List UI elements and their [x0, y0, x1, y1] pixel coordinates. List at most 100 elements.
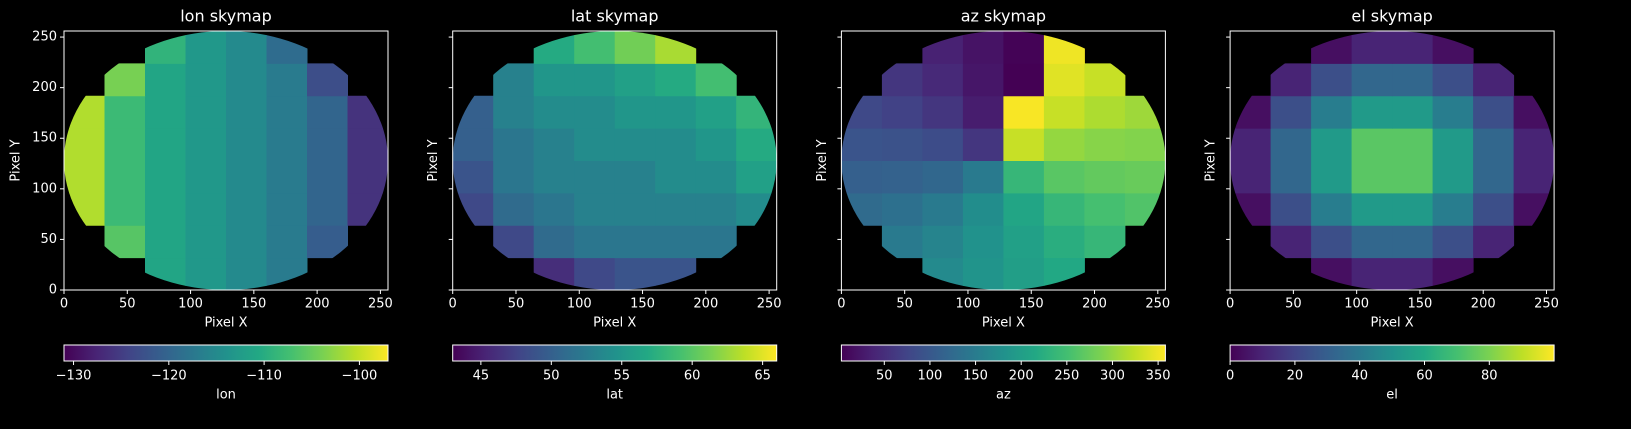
heatmap-cell: [1432, 225, 1474, 259]
heatmap-cell: [307, 225, 348, 259]
heatmap-cell: [1392, 160, 1434, 194]
x-tick-label: 200: [1471, 297, 1496, 312]
heatmap-cell: [226, 128, 267, 161]
heatmap-cell: [1084, 225, 1126, 259]
heatmap-cell: [533, 128, 575, 161]
heatmap-cell: [1003, 192, 1045, 226]
heatmap-cell: [307, 128, 348, 161]
heatmap-cell: [881, 192, 923, 226]
heatmap-cell: [347, 192, 388, 226]
heatmap-cell: [533, 95, 575, 129]
heatmap-cell: [266, 63, 308, 97]
axes-frame: [840, 30, 1166, 291]
heatmap-cell: [1311, 31, 1353, 64]
heatmap-cell: [145, 257, 186, 290]
heatmap-cell: [533, 192, 575, 226]
heatmap-cell: [1351, 257, 1393, 290]
heatmap-cell: [145, 160, 186, 194]
heatmap-cell: [1124, 128, 1166, 161]
heatmap-cell: [1043, 257, 1085, 290]
heatmap-cell: [574, 128, 616, 161]
heatmap-cell: [226, 31, 267, 64]
heatmap-cell: [881, 63, 923, 97]
heatmap-cell: [695, 128, 737, 161]
heatmap-cell: [493, 225, 535, 259]
colorbar-tick-label: −100: [342, 369, 378, 384]
heatmap-cell: [841, 95, 883, 129]
heatmap-cell: [1432, 192, 1474, 226]
heatmap-cell: [1513, 95, 1555, 129]
heatmap-cell: [1392, 128, 1434, 161]
heatmap-cell: [1084, 160, 1126, 194]
x-tick-label: 0: [837, 297, 845, 312]
heatmap-cell: [574, 63, 616, 97]
heatmap-cell: [493, 95, 535, 129]
colorbar-tick-label: 65: [754, 369, 771, 384]
x-tick-label: 50: [119, 297, 136, 312]
heatmap-cell: [1043, 160, 1085, 194]
heatmap-cell: [1392, 257, 1434, 290]
heatmap-cell: [226, 192, 267, 226]
heatmap-cell: [1432, 95, 1474, 129]
heatmap-cell: [695, 63, 737, 97]
heatmap-cell: [1311, 192, 1353, 226]
panel-title: el skymap: [1351, 7, 1432, 26]
heatmap-cell: [1351, 63, 1393, 97]
colorbar: [1229, 344, 1555, 362]
heatmap-cell: [1473, 63, 1515, 97]
colorbar-tick-label: 0: [1226, 369, 1234, 384]
heatmap-cell: [1432, 257, 1474, 290]
colorbar-tick-label: −110: [246, 369, 282, 384]
heatmap-cell: [1473, 160, 1515, 194]
heatmap-cell: [1392, 192, 1434, 226]
heatmap-cell: [1124, 192, 1166, 226]
heatmap-cell: [452, 192, 494, 226]
x-axis-label: Pixel X: [1371, 316, 1414, 331]
heatmap-cell: [962, 128, 1004, 161]
heatmap-cell: [1043, 31, 1085, 64]
heatmap-cell: [266, 192, 308, 226]
heatmap-cell: [1084, 63, 1126, 97]
heatmap-cell: [1003, 128, 1045, 161]
heatmap-cell: [1473, 128, 1515, 161]
heatmap-cell: [1351, 95, 1393, 129]
heatmap-cell: [104, 63, 146, 97]
heatmap-cell: [1003, 63, 1045, 97]
heatmap-cell: [307, 63, 348, 97]
x-tick-label: 150: [241, 297, 266, 312]
heatmap-cell: [64, 160, 105, 194]
x-tick-label: 200: [693, 297, 718, 312]
colorbar-label: lat: [606, 388, 623, 403]
heatmap-cell: [145, 31, 186, 64]
heatmap-cell: [1230, 128, 1272, 161]
colorbar-tick-label: 150: [963, 369, 988, 384]
heatmap-cell: [962, 31, 1004, 64]
heatmap-cell: [655, 95, 697, 129]
x-tick-label: 100: [567, 297, 592, 312]
heatmap-cell: [266, 128, 308, 161]
heatmap-cell: [1351, 128, 1393, 161]
heatmap-cell: [614, 192, 656, 226]
x-tick-label: 150: [1019, 297, 1044, 312]
x-tick-label: 50: [508, 297, 525, 312]
x-tick-label: 50: [896, 297, 913, 312]
heatmap-cell: [533, 225, 575, 259]
heatmap-cell: [1124, 95, 1166, 129]
colorbar-tick-label: 50: [543, 369, 560, 384]
heatmap-cell: [614, 95, 656, 129]
heatmap-cell: [1311, 128, 1353, 161]
heatmap-cell: [574, 257, 616, 290]
heatmap-cell: [104, 225, 146, 259]
heatmap-cell: [452, 128, 494, 161]
heatmap-cell: [922, 257, 964, 290]
heatmap-cell: [493, 160, 535, 194]
colorbar-tick-label: 60: [1416, 369, 1433, 384]
colorbar-label: az: [996, 388, 1011, 403]
colorbar-tick-label: −120: [151, 369, 187, 384]
heatmap-cell: [1043, 95, 1085, 129]
x-tick-label: 0: [449, 297, 457, 312]
heatmap-cell: [145, 95, 186, 129]
axes-frame: [1229, 30, 1555, 291]
heatmap-cell: [104, 160, 146, 194]
